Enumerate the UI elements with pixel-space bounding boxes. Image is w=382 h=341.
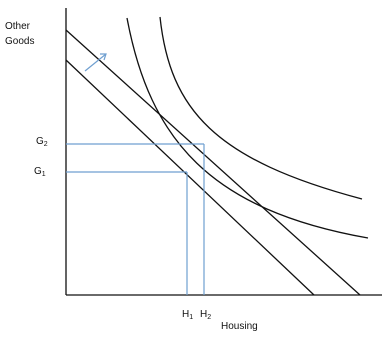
- budget-shift-arrowhead: [100, 53, 107, 61]
- g1-label-sub: 1: [41, 171, 46, 178]
- g1-label-base: G: [34, 166, 42, 177]
- y-axis-label-line2: Goods: [5, 36, 35, 47]
- budget-line-inner: [65, 59, 315, 296]
- g2-label-base: G: [36, 136, 44, 147]
- h2-label-sub: 2: [207, 314, 212, 321]
- budget-shift-arrow: [84, 53, 107, 72]
- g1-label: G1: [34, 166, 46, 181]
- h2-label: H2: [200, 309, 211, 324]
- budget-line-outer: [65, 29, 361, 296]
- h1-label: H1: [182, 309, 193, 324]
- h2-label-base: H: [200, 309, 208, 320]
- g2-label-sub: 2: [43, 141, 48, 148]
- h1-label-sub: 1: [189, 314, 194, 321]
- indifference-curve-lower: [126, 17, 369, 239]
- y-axis-label-line1: Other: [5, 21, 31, 32]
- indifference-curve-upper: [159, 16, 363, 200]
- x-axis-label: Housing: [221, 321, 258, 332]
- h1-label-base: H: [182, 309, 190, 320]
- g2-label: G2: [36, 136, 48, 151]
